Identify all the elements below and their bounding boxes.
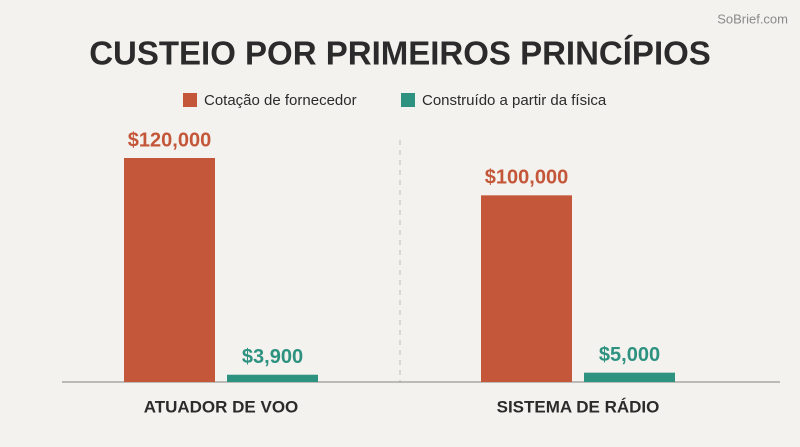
chart-title: CUSTEIO POR PRIMEIROS PRINCÍPIOS	[89, 35, 711, 72]
x-tick-label: ATUADOR DE VOO	[144, 397, 299, 416]
legend-swatch	[401, 93, 415, 107]
value-label: $5,000	[599, 344, 660, 366]
bar	[124, 158, 215, 382]
legend-label: Construído a partir da física	[422, 92, 607, 109]
legend-label: Cotação de fornecedor	[204, 92, 357, 109]
legend-swatch	[183, 93, 197, 107]
value-label: $100,000	[485, 167, 568, 189]
x-tick-label: SISTEMA DE RÁDIO	[497, 397, 660, 416]
value-label: $3,900	[242, 346, 303, 368]
watermark: SoBrief.com	[717, 11, 788, 26]
bar	[584, 372, 675, 382]
value-label: $120,000	[128, 129, 211, 151]
bar	[481, 195, 572, 382]
bar	[227, 374, 318, 382]
